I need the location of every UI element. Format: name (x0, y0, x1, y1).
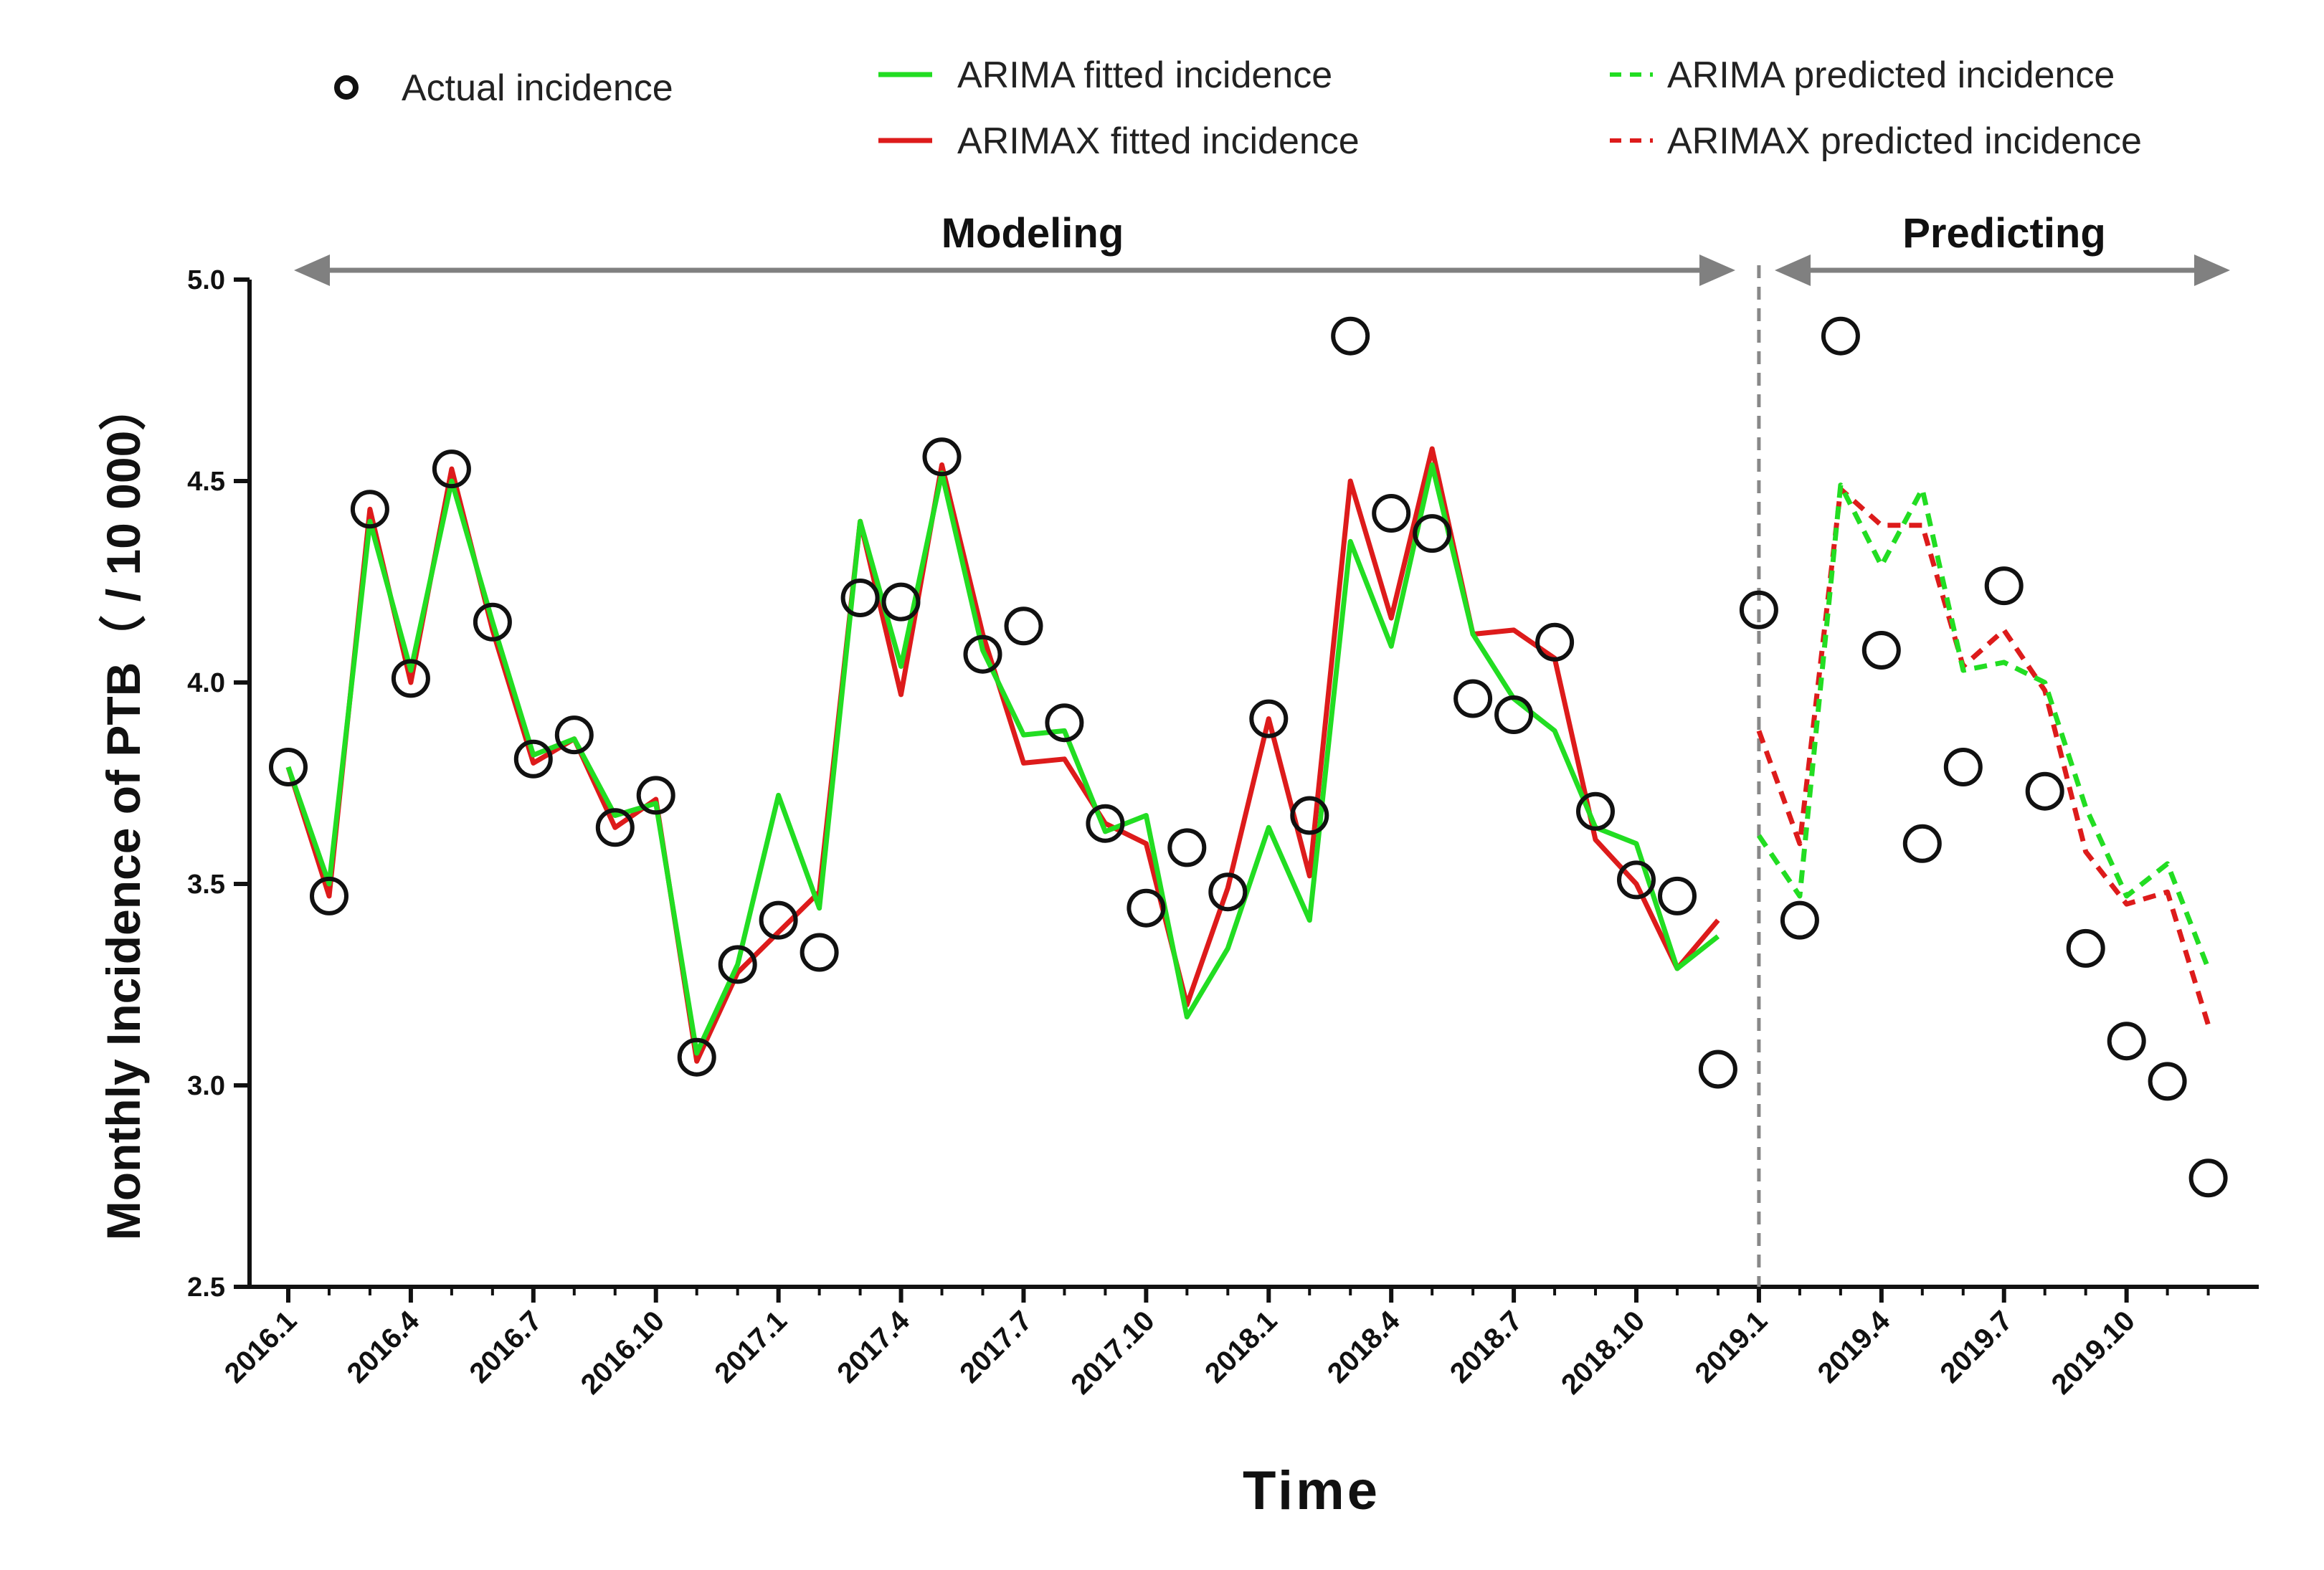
actual-point (1127, 888, 1166, 928)
actual-point (1167, 828, 1207, 867)
legend-actual-label: Actual incidence (402, 67, 673, 109)
x-tick-label: 2018.4 (1322, 1305, 1406, 1389)
actual-point (800, 933, 839, 972)
legend-arima-pred-label: ARIMA predicted incidence (1667, 54, 2115, 96)
actual-point (595, 808, 635, 847)
x-tick-label: 2018.10 (1555, 1305, 1651, 1400)
actual-point (1535, 622, 1575, 662)
actual-point (718, 945, 757, 984)
x-tick-label: 2016.10 (575, 1305, 670, 1400)
actual-point (473, 602, 512, 642)
y-axis-title: Monthly Incidence of PTB（ / 10 000） (97, 384, 150, 1241)
y-tick-label: 5.0 (187, 265, 225, 295)
actual-point (1658, 876, 1697, 915)
x-tick-label: 2019.7 (1934, 1305, 2019, 1389)
arrow-head-left (294, 254, 330, 286)
actual-point (2066, 928, 2105, 968)
actual-point (2107, 1022, 2146, 1061)
actual-point (963, 634, 1002, 674)
actual-point (1943, 748, 1983, 786)
legend-arima-fit-label: ARIMA fitted incidence (957, 54, 1332, 96)
arimax-fitted-line (285, 446, 1720, 1064)
y-tick-label: 3.0 (187, 1071, 225, 1101)
actual-point (759, 900, 798, 940)
x-tick-label: 2017.10 (1065, 1305, 1160, 1400)
predicting-arrow (1775, 254, 2230, 286)
arrow-head-right (2194, 254, 2230, 286)
x-axis-title: Time (1243, 1460, 1380, 1521)
actual-point (310, 876, 348, 915)
actual-point (1902, 824, 1942, 863)
x-tick-label: 2016.1 (219, 1305, 303, 1389)
x-tick-label: 2019.4 (1812, 1305, 1897, 1389)
actual-point (1453, 679, 1493, 718)
x-tick-label: 2018.1 (1199, 1305, 1284, 1389)
actual-point (1984, 566, 2024, 606)
x-tick-label: 2017.7 (954, 1305, 1038, 1389)
arrow-head-right (1699, 254, 1735, 286)
x-tick-label: 2019.10 (2046, 1305, 2141, 1400)
actual-point (840, 579, 880, 617)
actual-point (2188, 1159, 2228, 1198)
actual-point (1290, 796, 1329, 835)
x-tick-label: 2017.4 (831, 1305, 916, 1389)
actual-point (1698, 1050, 1737, 1089)
actual-point (2025, 771, 2064, 811)
actual-point (1739, 590, 1778, 629)
actual-point (1861, 631, 1901, 670)
actual-point (881, 582, 921, 622)
actual-point (269, 748, 308, 786)
actual-point (1576, 791, 1615, 831)
actual-point (391, 659, 430, 698)
actual-point (1086, 804, 1125, 843)
actual-point (1372, 494, 1411, 533)
series-layer (269, 316, 2228, 1198)
actual-point (636, 776, 675, 815)
predicting-label: Predicting (1902, 210, 2106, 257)
modeling-label: Modeling (942, 210, 1124, 257)
arimax-predicted-line (1756, 486, 2211, 1026)
actual-point (1494, 695, 1534, 734)
y-tick-label: 3.5 (187, 870, 225, 900)
x-tick-label: 2019.1 (1689, 1305, 1774, 1389)
arima-fitted-line (285, 462, 1720, 1056)
actual-point (1208, 872, 1248, 912)
phase-annotations: Modeling Predicting (294, 210, 2230, 286)
actual-point (1249, 699, 1289, 738)
legend-arimax-pred-label: ARIMAX predicted incidence (1667, 120, 2142, 162)
axes: 2.5 3.0 3.5 4.0 4.5 5.0 2016.1 2016.4 2016.7 2016… (187, 265, 2259, 1401)
actual-point (1413, 514, 1452, 553)
x-tick-label: 2016.7 (464, 1305, 549, 1389)
modeling-arrow (294, 254, 1735, 286)
legend: Actual incidence ARIMA fitted incidence … (334, 54, 2142, 162)
actual-point (677, 1037, 716, 1077)
x-tick-label: 2017.1 (708, 1305, 793, 1389)
legend-actual-marker (334, 75, 359, 100)
actual-point (1821, 316, 1860, 356)
y-tick-label: 4.5 (187, 467, 225, 497)
actual-point (1617, 860, 1656, 900)
actual-point (1045, 703, 1084, 743)
actual-point (1004, 606, 1043, 646)
actual-point (432, 449, 471, 489)
legend-arimax-fit-label: ARIMAX fitted incidence (957, 120, 1360, 162)
actual-point (922, 437, 962, 477)
x-tick-label: 2018.7 (1444, 1305, 1529, 1389)
actual-point (2148, 1062, 2187, 1101)
x-tick-label: 2016.4 (341, 1305, 426, 1389)
arima-predicted-line (1757, 482, 2211, 970)
actual-point (554, 715, 594, 755)
arrow-head-left (1775, 254, 1811, 286)
y-tick-label: 4.0 (187, 668, 225, 698)
actual-point (513, 739, 553, 779)
actual-point (1780, 900, 1819, 940)
actual-point (350, 490, 389, 529)
y-tick-label: 2.5 (187, 1272, 225, 1303)
actual-point (1331, 316, 1370, 356)
